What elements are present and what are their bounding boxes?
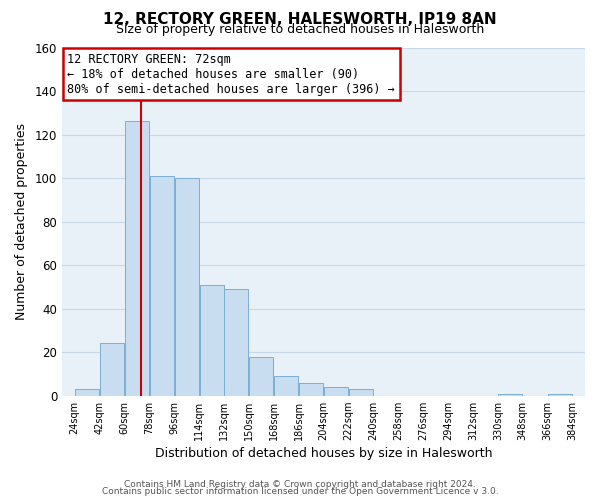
Text: 12 RECTORY GREEN: 72sqm
← 18% of detached houses are smaller (90)
80% of semi-de: 12 RECTORY GREEN: 72sqm ← 18% of detache… <box>67 52 395 96</box>
Bar <box>224 289 248 396</box>
Text: 12, RECTORY GREEN, HALESWORTH, IP19 8AN: 12, RECTORY GREEN, HALESWORTH, IP19 8AN <box>103 12 497 28</box>
Bar <box>250 356 274 396</box>
Bar <box>324 387 348 396</box>
Bar <box>150 176 174 396</box>
Text: Contains public sector information licensed under the Open Government Licence v : Contains public sector information licen… <box>101 487 499 496</box>
Bar <box>274 376 298 396</box>
Bar <box>100 344 124 396</box>
Bar <box>175 178 199 396</box>
Bar <box>349 389 373 396</box>
X-axis label: Distribution of detached houses by size in Halesworth: Distribution of detached houses by size … <box>155 447 493 460</box>
Bar <box>548 394 572 396</box>
Bar <box>498 394 523 396</box>
Bar <box>299 382 323 396</box>
Bar <box>125 122 149 396</box>
Y-axis label: Number of detached properties: Number of detached properties <box>15 123 28 320</box>
Text: Contains HM Land Registry data © Crown copyright and database right 2024.: Contains HM Land Registry data © Crown c… <box>124 480 476 489</box>
Text: Size of property relative to detached houses in Halesworth: Size of property relative to detached ho… <box>116 22 484 36</box>
Bar <box>75 389 99 396</box>
Bar <box>200 284 224 396</box>
